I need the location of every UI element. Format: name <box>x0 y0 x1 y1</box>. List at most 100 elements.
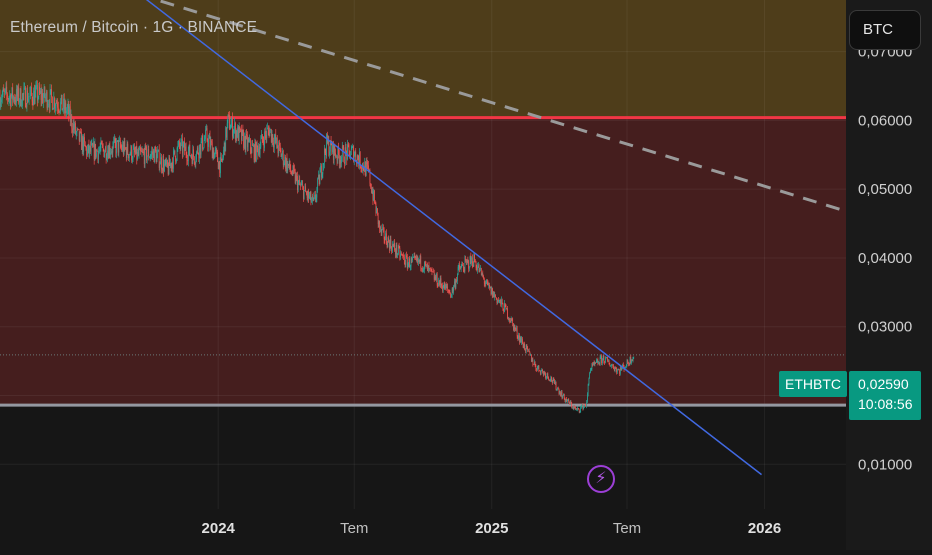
last-price-value: 0,02590 <box>858 374 921 394</box>
candle-body <box>546 377 547 378</box>
candle-body <box>104 152 105 157</box>
candle-body <box>179 141 180 146</box>
candle-body <box>80 132 81 133</box>
candle-body <box>130 146 131 154</box>
candle-body <box>115 143 116 153</box>
candle-body <box>347 144 348 159</box>
candle-body <box>432 271 433 272</box>
candle-body <box>243 132 244 148</box>
candle-body <box>148 149 149 156</box>
candle-body <box>187 160 188 161</box>
candle-body <box>278 143 279 154</box>
candle-body <box>503 311 504 312</box>
candle-body <box>375 203 376 204</box>
candle-body <box>441 285 442 286</box>
candle-body <box>355 152 356 160</box>
candle-body <box>470 256 471 263</box>
candle-body <box>414 256 415 257</box>
candle-body <box>234 123 235 128</box>
candle-body <box>208 139 209 147</box>
candle-body <box>386 233 387 243</box>
candle-body <box>489 285 490 288</box>
candle-body <box>414 256 415 257</box>
candle-body <box>272 134 273 142</box>
candle-body <box>250 139 251 150</box>
candle-body <box>519 336 520 342</box>
candle-body <box>85 142 86 147</box>
candle-body <box>139 147 140 150</box>
candle-body <box>625 367 626 368</box>
price-scale[interactable]: 0,070000,060000,050000,040000,030000,020… <box>846 0 932 550</box>
candle-body <box>385 239 386 240</box>
candle-body <box>33 91 34 106</box>
candle-body <box>302 184 303 185</box>
candle-body <box>202 136 203 150</box>
candle-body <box>293 166 294 175</box>
lightning-icon[interactable]: ⚡ <box>587 465 615 493</box>
candle-body <box>216 150 217 151</box>
candle-body <box>130 154 131 155</box>
candle-body <box>516 328 517 329</box>
candle-body <box>325 149 326 153</box>
candle-body <box>313 196 314 199</box>
candle-body <box>295 171 296 183</box>
candle-body <box>88 144 89 149</box>
candle-body <box>44 87 45 97</box>
candle-body <box>325 153 326 156</box>
candle-body <box>188 151 189 161</box>
candle-body <box>302 184 303 186</box>
candle-body <box>598 363 599 364</box>
candle-body <box>39 87 40 97</box>
candle-body <box>457 274 458 281</box>
candle-body <box>163 159 164 171</box>
candle-body <box>296 176 297 177</box>
candle-body <box>218 162 219 169</box>
candle-body <box>399 246 400 248</box>
candle-body <box>458 267 459 274</box>
candle-body <box>13 96 14 100</box>
candle-body <box>22 94 23 106</box>
candle-body <box>201 142 202 155</box>
candle-body <box>28 99 29 102</box>
candle-body <box>154 147 155 162</box>
candle-body <box>615 368 616 369</box>
candle-body <box>271 129 272 142</box>
candle-body <box>256 142 257 161</box>
candle-body <box>200 145 201 155</box>
candle-body <box>358 155 359 159</box>
candle-body <box>562 392 563 398</box>
candle-body <box>275 135 276 143</box>
candle-body <box>585 405 586 406</box>
candle-body <box>373 190 374 200</box>
candle-body <box>194 157 195 163</box>
candle-body <box>177 148 178 160</box>
currency-button[interactable]: BTC <box>849 10 921 50</box>
candle-body <box>171 163 172 168</box>
candle-body <box>136 146 137 153</box>
candle-body <box>192 149 193 163</box>
candle-body <box>56 103 57 104</box>
candle-body <box>485 284 486 285</box>
candle-body <box>287 158 288 171</box>
candle-body <box>438 281 439 287</box>
candle-body <box>550 380 551 381</box>
candle-body <box>527 347 528 350</box>
candle-body <box>575 407 576 409</box>
candle-body <box>417 257 418 262</box>
candle-body <box>16 89 17 103</box>
candle-body <box>117 140 118 141</box>
candle-body <box>158 150 159 151</box>
candle-body <box>626 366 627 367</box>
candle-body <box>36 87 37 91</box>
candle-body <box>229 115 230 130</box>
candle-body <box>605 358 606 363</box>
candle-body <box>11 96 12 106</box>
candle-body <box>49 104 50 108</box>
candle-body <box>551 377 552 381</box>
candle-body <box>135 152 136 153</box>
candle-body <box>317 188 318 197</box>
candle-body <box>564 394 565 398</box>
candle-body <box>415 256 416 258</box>
candle-body <box>434 272 435 279</box>
